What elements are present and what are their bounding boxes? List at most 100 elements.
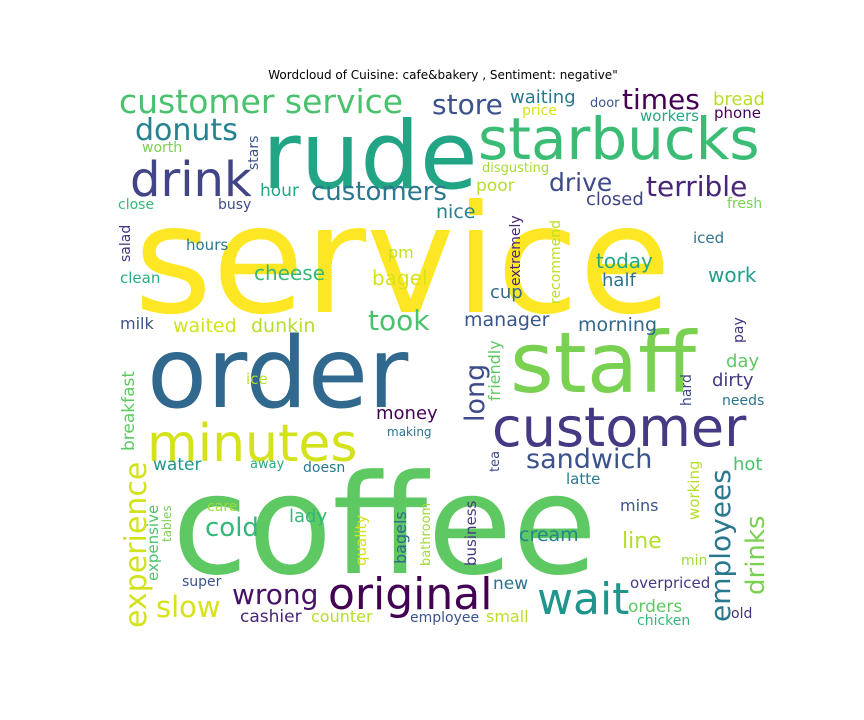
word-morning: morning: [578, 314, 657, 336]
word-took: took: [368, 304, 430, 337]
word-busy: busy: [218, 197, 251, 213]
word-dunkin: dunkin: [251, 315, 315, 337]
word-minutes: minutes: [147, 414, 358, 474]
word-money: money: [376, 403, 438, 424]
word-dirty: dirty: [712, 370, 754, 391]
word-clean: clean: [120, 269, 160, 287]
word-customer-service: customer service: [119, 82, 403, 121]
word-old: old: [731, 606, 752, 622]
word-coffee: coffee: [172, 445, 597, 606]
word-cheese: cheese: [254, 261, 325, 285]
word-overpriced: overpriced: [630, 574, 710, 592]
word-customers: customers: [311, 177, 447, 207]
word-cold: cold: [205, 513, 259, 543]
word-donuts: donuts: [135, 113, 238, 148]
word-mins: mins: [620, 496, 659, 515]
word-sandwich: sandwich: [526, 444, 652, 475]
word-bagels: bagels: [391, 511, 410, 564]
word-worth: worth: [142, 140, 182, 156]
word-terrible: terrible: [646, 170, 747, 203]
word-working: working: [685, 461, 703, 521]
word-milk: milk: [120, 314, 154, 333]
word-wait: wait: [537, 574, 629, 625]
word-workers: workers: [640, 107, 699, 125]
word-phone: phone: [714, 104, 761, 122]
word-tables: tables: [160, 505, 174, 542]
word-tea: tea: [488, 451, 503, 472]
word-employees: employees: [704, 469, 737, 622]
word-iced: iced: [693, 229, 724, 247]
chart-title: Wordcloud of Cuisine: cafe&bakery , Sent…: [268, 68, 618, 82]
word-latte: latte: [566, 470, 600, 488]
word-recommend: recommend: [548, 220, 564, 304]
word-away: away: [250, 457, 285, 472]
word-rude: rude: [262, 102, 478, 211]
word-customer: customer: [492, 396, 747, 459]
word-drive: drive: [549, 168, 612, 197]
word-expensive: expensive: [144, 505, 162, 581]
word-employee: employee: [410, 610, 479, 626]
word-water: water: [153, 455, 201, 475]
word-staff: staff: [510, 314, 698, 412]
word-nice: nice: [436, 201, 475, 223]
word-cream: cream: [519, 524, 579, 546]
word-care: care: [207, 499, 237, 515]
word-slow: slow: [156, 590, 221, 624]
word-order: order: [147, 317, 409, 431]
word-cup: cup: [490, 282, 523, 303]
word-line: line: [622, 529, 662, 554]
word-disgusting: disgusting: [482, 161, 549, 176]
word-service: service: [134, 174, 671, 348]
word-long: long: [460, 364, 491, 422]
word-new: new: [493, 574, 528, 594]
word-ice: ice: [246, 370, 268, 388]
word-hour: hour: [260, 181, 299, 201]
word-wrong: wrong: [232, 578, 318, 611]
word-business: business: [462, 500, 480, 566]
word-making: making: [387, 425, 432, 439]
word-bagel: bagel: [372, 266, 428, 290]
word-hours: hours: [186, 236, 228, 254]
word-min: min: [681, 553, 707, 569]
word-drinks: drinks: [741, 516, 771, 596]
word-hard: hard: [679, 374, 695, 406]
word-closed: closed: [586, 189, 644, 210]
word-chicken: chicken: [637, 613, 690, 629]
word-experience: experience: [119, 462, 154, 628]
word-extremely: extremely: [508, 215, 524, 286]
word-pay: pay: [731, 317, 747, 343]
word-waited: waited: [173, 315, 237, 337]
word-counter: counter: [311, 607, 373, 626]
word-stars: stars: [246, 136, 262, 170]
word-salad: salad: [118, 225, 134, 262]
word-orders: orders: [628, 597, 682, 617]
word-store: store: [432, 88, 503, 121]
word-bathroom: bathroom: [419, 503, 434, 566]
word-bread: bread: [713, 89, 765, 110]
word-price: price: [522, 103, 557, 119]
word-times: times: [622, 83, 700, 116]
word-work: work: [708, 263, 757, 287]
word-poor: poor: [476, 176, 515, 196]
word-close: close: [118, 197, 154, 213]
word-day: day: [726, 351, 759, 372]
word-today: today: [596, 249, 653, 273]
word-quality: quality: [352, 515, 370, 566]
word-doesn: doesn: [303, 460, 345, 476]
word-original: original: [328, 569, 492, 620]
word-pm: pm: [388, 243, 414, 262]
word-hot: hot: [733, 454, 762, 475]
word-fresh: fresh: [727, 196, 762, 212]
word-needs: needs: [722, 393, 764, 409]
word-waiting: waiting: [510, 87, 576, 108]
word-friendly: friendly: [485, 340, 504, 401]
word-breakfast: breakfast: [119, 371, 139, 451]
word-small: small: [486, 607, 529, 626]
word-drink: drink: [130, 152, 252, 208]
word-manager: manager: [464, 309, 550, 331]
word-half: half: [602, 270, 636, 291]
word-starbucks: starbucks: [478, 105, 760, 173]
word-cashier: cashier: [240, 607, 302, 627]
word-super: super: [182, 574, 222, 590]
